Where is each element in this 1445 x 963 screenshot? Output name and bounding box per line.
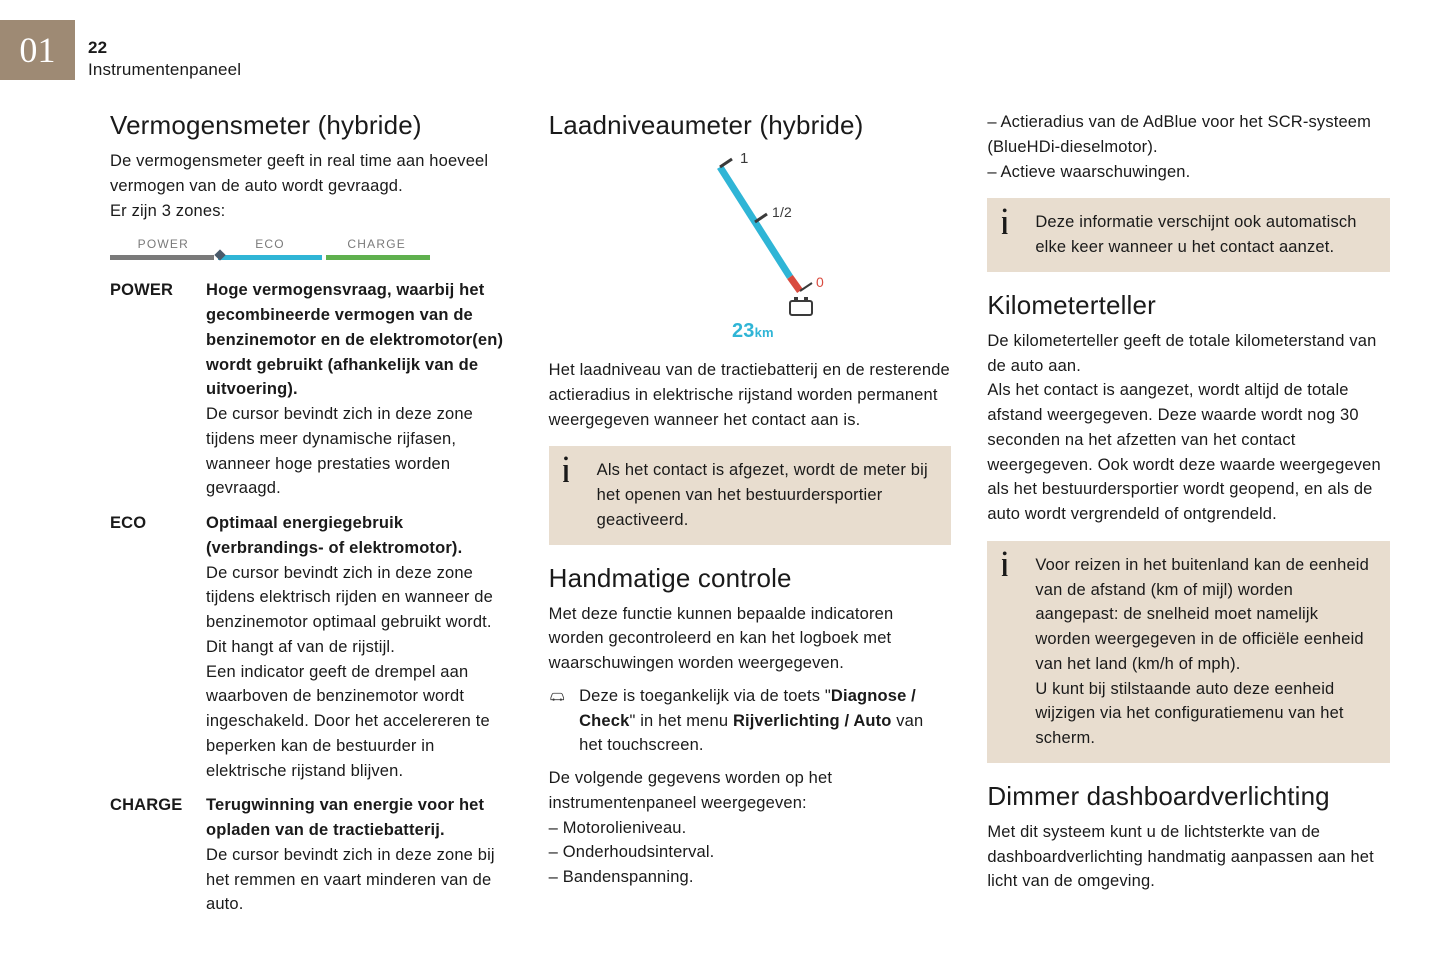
body-text: De volgende gegevens worden op het instr…: [549, 766, 952, 816]
indicator-list: Motorolieniveau.Onderhoudsinterval.Bande…: [549, 816, 952, 890]
zone-label-power: POWER: [110, 237, 217, 251]
charge-gauge-figure: 1 1/2 0 23km: [549, 149, 952, 344]
info-icon: [1001, 208, 1008, 238]
gauge-tick: [755, 214, 767, 222]
charge-gauge-svg: 1 1/2 0 23km: [660, 149, 840, 339]
note-text: Voor reizen in het buitenland kan de een…: [1035, 556, 1369, 747]
page-section-title: Instrumentenpaneel: [88, 60, 241, 80]
body-text: Met dit systeem kunt u de lichtsterkte v…: [987, 820, 1390, 894]
info-note: Deze informatie verschijnt ook automatis…: [987, 198, 1390, 272]
gauge-range-value: 23km: [732, 320, 774, 339]
zone-bar-figure: POWER ECO CHARGE: [110, 237, 430, 260]
zone-seg-power: [110, 255, 214, 260]
heading-laadniveaumeter: Laadniveaumeter (hybride): [549, 110, 952, 141]
list-item: Bandenspanning.: [549, 865, 952, 890]
page-header: 22 Instrumentenpaneel: [88, 38, 241, 80]
car-icon: [549, 684, 565, 708]
def-term: CHARGE: [110, 793, 190, 917]
def-term: ECO: [110, 511, 190, 783]
body-text: Met deze functie kunnen bepaalde indicat…: [549, 602, 952, 676]
gauge-tick-label: 1: [740, 150, 749, 167]
zone-seg-eco: [218, 255, 322, 260]
gauge-tick-label: 0: [816, 274, 824, 290]
chapter-tab: 01: [0, 20, 75, 80]
body-text: Het laadniveau van de tractiebatterij en…: [549, 358, 952, 432]
body-text: De vermogensmeter geeft in real time aan…: [110, 149, 513, 199]
list-item: Actieradius van de AdBlue voor het SCR-s…: [987, 110, 1390, 160]
column-2: Laadniveaumeter (hybride) 1 1/2 0 23km H…: [549, 110, 952, 917]
gauge-tick: [800, 283, 812, 291]
zone-label-charge: CHARGE: [323, 237, 430, 251]
def-desc: Optimaal energiegebruik (verbrandings- o…: [206, 511, 513, 783]
battery-icon: [790, 301, 812, 315]
info-note: Voor reizen in het buitenland kan de een…: [987, 541, 1390, 763]
battery-icon: [794, 297, 798, 301]
zone-seg-charge: [326, 255, 430, 260]
info-icon: [1001, 551, 1008, 581]
heading-dimmer: Dimmer dashboardverlichting: [987, 781, 1390, 812]
touchscreen-instruction: Deze is toegankelijk via de toets "Diagn…: [549, 684, 952, 758]
heading-handmatige-controle: Handmatige controle: [549, 563, 952, 594]
heading-vermogensmeter: Vermogensmeter (hybride): [110, 110, 513, 141]
list-item: Onderhoudsinterval.: [549, 840, 952, 865]
zone-label-eco: ECO: [217, 237, 324, 251]
info-icon: [563, 456, 570, 486]
gauge-empty-bar: [790, 277, 800, 291]
body-text: Als het contact is aangezet, wordt altij…: [987, 378, 1390, 527]
page-number: 22: [88, 38, 241, 58]
body-text: Deze is toegankelijk via de toets "Diagn…: [579, 684, 951, 758]
indicator-list-continued: Actieradius van de AdBlue voor het SCR-s…: [987, 110, 1390, 184]
content-area: Vermogensmeter (hybride) De vermogensmet…: [110, 110, 1390, 917]
zone-definitions: POWERHoge vermogensvraag, waarbij het ge…: [110, 278, 513, 917]
list-item: Actieve waarschuwingen.: [987, 160, 1390, 185]
gauge-tick: [720, 159, 732, 167]
gauge-tick-label: 1/2: [772, 204, 792, 220]
def-term: POWER: [110, 278, 190, 501]
column-3: Actieradius van de AdBlue voor het SCR-s…: [987, 110, 1390, 917]
info-note: Als het contact is afgezet, wordt de met…: [549, 446, 952, 544]
body-text: De kilometerteller geeft de totale kilom…: [987, 329, 1390, 379]
heading-kilometerteller: Kilometerteller: [987, 290, 1390, 321]
def-desc: Terugwinning van energie voor het oplade…: [206, 793, 513, 917]
list-item: Motorolieniveau.: [549, 816, 952, 841]
def-desc: Hoge vermogensvraag, waarbij het gecombi…: [206, 278, 513, 501]
note-text: Deze informatie verschijnt ook automatis…: [1035, 213, 1356, 256]
body-text: Er zijn 3 zones:: [110, 199, 513, 224]
note-text: Als het contact is afgezet, wordt de met…: [597, 461, 928, 529]
column-1: Vermogensmeter (hybride) De vermogensmet…: [110, 110, 513, 917]
battery-icon: [804, 297, 808, 301]
